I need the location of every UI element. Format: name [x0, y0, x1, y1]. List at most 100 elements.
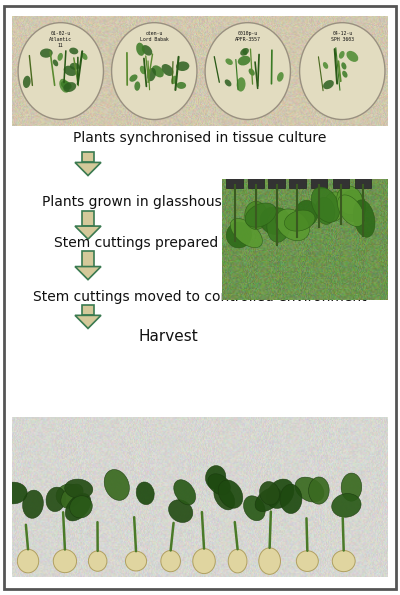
Ellipse shape [63, 82, 76, 92]
Bar [311, 178, 327, 188]
Ellipse shape [244, 496, 265, 521]
Ellipse shape [40, 49, 53, 58]
Ellipse shape [58, 53, 63, 61]
Ellipse shape [129, 74, 138, 82]
Ellipse shape [161, 550, 180, 572]
Ellipse shape [0, 482, 27, 504]
Ellipse shape [65, 493, 91, 521]
Ellipse shape [56, 484, 81, 506]
Ellipse shape [266, 479, 294, 508]
Ellipse shape [61, 484, 83, 508]
Ellipse shape [69, 48, 78, 54]
Bar [268, 178, 285, 188]
Ellipse shape [353, 200, 375, 237]
Polygon shape [75, 162, 101, 176]
Ellipse shape [104, 469, 129, 500]
Ellipse shape [260, 207, 289, 234]
Ellipse shape [23, 76, 31, 88]
Ellipse shape [260, 481, 280, 505]
Ellipse shape [242, 49, 247, 55]
Bar [226, 178, 243, 188]
Ellipse shape [226, 222, 252, 248]
Ellipse shape [337, 186, 362, 215]
Ellipse shape [300, 23, 385, 120]
Ellipse shape [248, 68, 255, 76]
Ellipse shape [245, 201, 267, 230]
Ellipse shape [295, 201, 318, 226]
Ellipse shape [295, 477, 324, 502]
Text: Harvest: Harvest [138, 328, 198, 344]
Ellipse shape [341, 62, 346, 70]
Ellipse shape [238, 56, 250, 65]
Ellipse shape [338, 195, 364, 227]
Polygon shape [75, 267, 101, 280]
Ellipse shape [70, 62, 80, 70]
Ellipse shape [296, 551, 318, 571]
Ellipse shape [140, 66, 146, 74]
Bar [289, 178, 306, 188]
Ellipse shape [308, 477, 329, 504]
Text: Stem cuttings prepared: Stem cuttings prepared [54, 236, 218, 250]
Ellipse shape [255, 487, 281, 512]
Ellipse shape [136, 482, 154, 505]
Bar [248, 178, 264, 188]
Ellipse shape [332, 550, 355, 572]
Ellipse shape [171, 76, 177, 84]
Ellipse shape [323, 62, 328, 69]
Ellipse shape [168, 500, 193, 522]
Ellipse shape [205, 23, 290, 120]
Text: 01-02-u
Atlantic
11: 01-02-u Atlantic 11 [49, 32, 72, 48]
Ellipse shape [176, 82, 186, 89]
Ellipse shape [65, 479, 93, 499]
Bar [82, 251, 94, 267]
Ellipse shape [17, 549, 39, 573]
Ellipse shape [225, 79, 232, 86]
Ellipse shape [206, 466, 226, 489]
Ellipse shape [342, 71, 348, 78]
Ellipse shape [267, 208, 290, 242]
Ellipse shape [340, 190, 366, 221]
Ellipse shape [323, 192, 345, 221]
Ellipse shape [126, 551, 146, 571]
Ellipse shape [70, 496, 92, 518]
Ellipse shape [136, 43, 145, 56]
Ellipse shape [276, 209, 310, 241]
Ellipse shape [174, 480, 196, 505]
Bar [333, 178, 349, 188]
Ellipse shape [64, 65, 77, 76]
Ellipse shape [18, 23, 104, 120]
Ellipse shape [193, 549, 215, 574]
Ellipse shape [88, 551, 107, 571]
Ellipse shape [53, 550, 76, 572]
Ellipse shape [208, 474, 230, 495]
Text: Stem cuttings moved to controlled environment: Stem cuttings moved to controlled enviro… [33, 290, 367, 305]
Ellipse shape [142, 45, 152, 55]
Ellipse shape [339, 51, 344, 59]
Ellipse shape [240, 48, 249, 56]
Ellipse shape [112, 23, 197, 120]
Ellipse shape [341, 473, 362, 501]
Bar [354, 178, 371, 188]
Polygon shape [75, 315, 101, 328]
Ellipse shape [230, 218, 262, 248]
Ellipse shape [226, 58, 233, 65]
Text: Plants synchronised in tissue culture: Plants synchronised in tissue culture [73, 131, 327, 145]
Ellipse shape [277, 72, 284, 82]
Ellipse shape [280, 484, 302, 513]
Ellipse shape [147, 68, 156, 82]
Ellipse shape [61, 81, 72, 90]
Polygon shape [75, 226, 101, 239]
Ellipse shape [284, 210, 315, 231]
Text: Plants grown in glasshouse: Plants grown in glasshouse [42, 195, 230, 209]
Ellipse shape [323, 80, 334, 89]
Text: oten-u
Lord Babak: oten-u Lord Babak [140, 32, 169, 42]
Ellipse shape [23, 490, 43, 518]
Bar [82, 211, 94, 226]
Ellipse shape [259, 548, 280, 574]
Ellipse shape [332, 494, 361, 517]
Ellipse shape [59, 79, 70, 93]
Text: 04-12-u
SPH 3603: 04-12-u SPH 3603 [331, 32, 354, 42]
Ellipse shape [53, 60, 58, 66]
Ellipse shape [311, 187, 340, 223]
Ellipse shape [237, 77, 246, 92]
